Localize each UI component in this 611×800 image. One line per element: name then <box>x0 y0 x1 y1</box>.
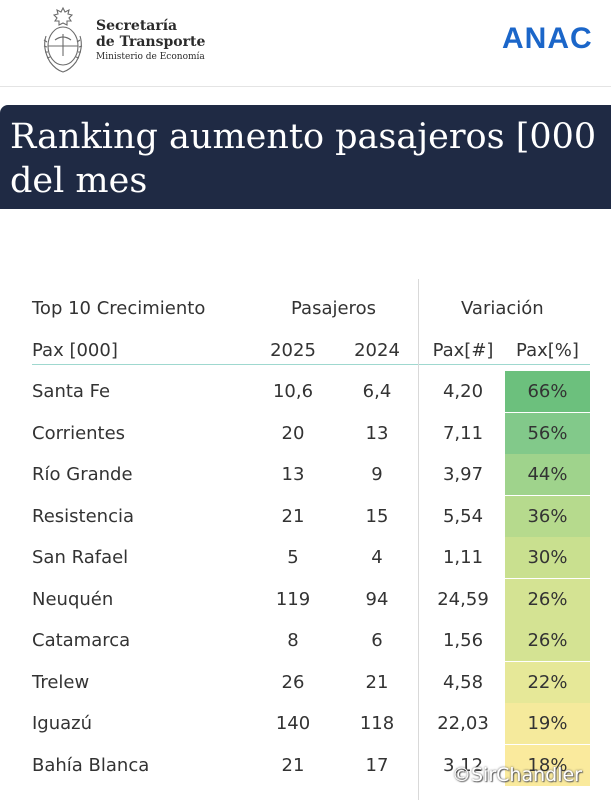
ministry-line-3: Ministerio de Economía <box>96 52 205 62</box>
table-row: Neuquén 119 94 24,59 26% <box>0 578 611 620</box>
column-header-2024: 2024 <box>354 340 400 361</box>
ministry-line-2: de Transporte <box>96 34 206 50</box>
cell-pax-pct: 66% <box>505 371 590 412</box>
cell-2024: 15 <box>365 505 389 527</box>
table-row: San Rafael 5 4 1,11 30% <box>0 537 611 578</box>
cell-2024: 6,4 <box>362 381 392 402</box>
column-header-pax-pct: Pax[%] <box>516 340 579 361</box>
cell-2025: 26 <box>281 671 305 693</box>
group-header-variacion: Variación <box>461 298 544 319</box>
page-title: Ranking aumento pasajeros [000 del mes <box>10 117 597 201</box>
cell-2025: 119 <box>275 588 311 610</box>
cell-pax-pct: 26% <box>505 578 590 620</box>
table-row: Catamarca 8 6 1,56 26% <box>0 620 611 661</box>
cell-pax-pct: 22% <box>505 661 590 703</box>
header-bar: Secretaría de Transporte Ministerio de E… <box>0 0 611 87</box>
title-banner: Ranking aumento pasajeros [000 del mes <box>0 105 611 209</box>
table-row: Río Grande 13 9 3,97 44% <box>0 454 611 495</box>
cell-2024: 118 <box>359 713 395 734</box>
cell-pax-abs: 4,20 <box>442 381 484 402</box>
cell-2024: 21 <box>365 671 389 693</box>
cell-pax-pct: 36% <box>505 495 590 537</box>
cell-2025: 8 <box>287 630 299 651</box>
cell-pax-pct: 26% <box>505 620 590 661</box>
column-header-pax-abs: Pax[#] <box>432 340 494 361</box>
cell-pax-pct: 30% <box>505 537 590 578</box>
cell-pax-pct: 18% <box>505 744 590 786</box>
cell-pax-abs: 24,59 <box>437 588 489 610</box>
cell-pax-pct: 56% <box>505 412 590 454</box>
table-row: Corrientes 20 13 7,11 56% <box>0 412 611 454</box>
cell-pax-abs: 7,11 <box>442 422 484 444</box>
national-seal-icon <box>43 6 83 73</box>
cell-city: Río Grande <box>32 464 133 485</box>
cell-2024: 4 <box>371 547 383 568</box>
column-header-pax-000: Pax [000] <box>32 340 118 361</box>
header-divider <box>32 364 590 365</box>
cell-2025: 140 <box>275 713 311 734</box>
cell-pax-abs: 3,12 <box>442 754 484 776</box>
column-divider <box>418 279 419 800</box>
cell-city: Corrientes <box>32 422 126 444</box>
group-header-pasajeros: Pasajeros <box>291 298 376 319</box>
cell-city: Iguazú <box>32 713 93 734</box>
cell-city: San Rafael <box>32 547 129 568</box>
cell-city: Bahía Blanca <box>32 754 150 776</box>
cell-2024: 94 <box>365 588 389 610</box>
cell-pax-abs: 5,54 <box>442 505 484 527</box>
cell-2024: 13 <box>365 422 389 444</box>
cell-2024: 17 <box>365 754 389 776</box>
cell-2025: 10,6 <box>272 381 314 402</box>
table-row: Resistencia 21 15 5,54 36% <box>0 495 611 537</box>
cell-pax-abs: 22,03 <box>437 713 489 734</box>
cell-city: Neuquén <box>32 588 114 610</box>
table-row: Iguazú 140 118 22,03 19% <box>0 703 611 744</box>
watermark: ©SirChandler <box>452 764 582 786</box>
cell-2025: 21 <box>281 754 305 776</box>
cell-city: Trelew <box>32 671 90 693</box>
group-header-top10: Top 10 Crecimiento <box>32 298 206 319</box>
table-row: Bahía Blanca 21 17 3,12 18% <box>0 744 611 786</box>
cell-2025: 5 <box>287 547 299 568</box>
cell-pax-abs: 4,58 <box>442 671 484 693</box>
cell-2025: 20 <box>281 422 305 444</box>
cell-city: Santa Fe <box>32 381 111 402</box>
cell-2025: 21 <box>281 505 305 527</box>
anac-logo: ANAC <box>502 22 593 55</box>
table-row: Trelew 26 21 4,58 22% <box>0 661 611 703</box>
cell-city: Catamarca <box>32 630 131 651</box>
cell-pax-pct: 19% <box>505 703 590 744</box>
table-row: Santa Fe 10,6 6,4 4,20 66% <box>0 371 611 412</box>
ministry-logo-text: Secretaría de Transporte Ministerio de E… <box>96 18 205 63</box>
cell-pax-abs: 1,11 <box>442 547 484 568</box>
cell-2024: 9 <box>371 464 383 485</box>
cell-pax-abs: 1,56 <box>442 630 484 651</box>
cell-2024: 6 <box>371 630 383 651</box>
ministry-line-1: Secretaría <box>96 18 178 34</box>
cell-pax-abs: 3,97 <box>442 464 484 485</box>
cell-2025: 13 <box>281 464 305 485</box>
cell-pax-pct: 44% <box>505 454 590 495</box>
cell-city: Resistencia <box>32 505 134 527</box>
column-header-2025: 2025 <box>270 340 316 361</box>
